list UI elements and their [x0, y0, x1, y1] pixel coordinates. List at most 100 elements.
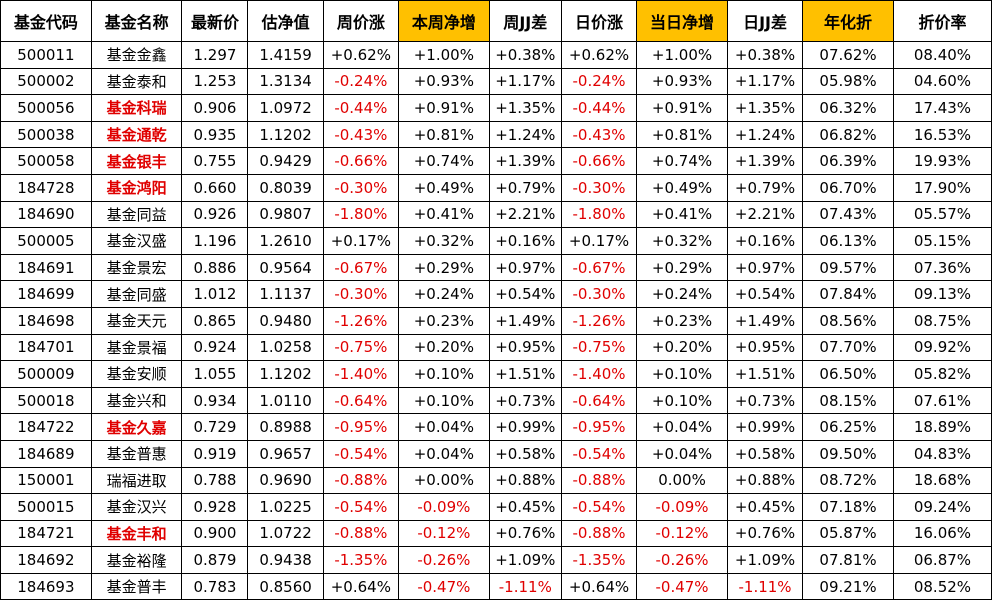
price-cell[interactable]: 1.297: [181, 41, 249, 69]
week-price-cell[interactable]: -0.44%: [322, 94, 399, 122]
code-cell[interactable]: 500038: [0, 120, 92, 149]
week-price-cell[interactable]: -0.67%: [322, 253, 399, 282]
annual-cell[interactable]: 05.87%: [802, 519, 894, 548]
day-price-cell[interactable]: +0.64%: [560, 572, 638, 601]
week-diff-cell[interactable]: +0.88%: [488, 466, 562, 495]
annual-cell[interactable]: 06.39%: [802, 147, 894, 175]
name-cell[interactable]: 基金安顺: [90, 360, 183, 388]
day-diff-cell[interactable]: +0.38%: [726, 41, 804, 69]
week-diff-cell[interactable]: +0.16%: [488, 227, 562, 255]
day-diff-cell[interactable]: +1.09%: [726, 546, 804, 574]
annual-cell[interactable]: 06.50%: [802, 360, 894, 388]
day-diff-cell[interactable]: +0.58%: [726, 439, 804, 468]
price-cell[interactable]: 0.783: [181, 572, 249, 601]
price-cell[interactable]: 0.660: [181, 173, 249, 202]
nav-cell[interactable]: 1.1202: [247, 120, 324, 149]
nav-cell[interactable]: 1.1202: [247, 360, 324, 388]
week-price-cell[interactable]: -0.43%: [322, 120, 399, 149]
name-cell[interactable]: 基金同益: [90, 200, 183, 229]
nav-cell[interactable]: 1.0110: [247, 386, 324, 415]
week-price-cell[interactable]: -0.30%: [322, 173, 399, 202]
day-price-cell[interactable]: -0.44%: [560, 94, 638, 122]
discount-cell[interactable]: 08.75%: [892, 306, 992, 335]
day-diff-cell[interactable]: +2.21%: [726, 200, 804, 229]
week-price-cell[interactable]: -0.95%: [322, 413, 399, 441]
name-cell[interactable]: 基金银丰: [90, 147, 183, 175]
week-nav-cell[interactable]: +0.74%: [397, 147, 490, 175]
discount-cell[interactable]: 07.36%: [892, 253, 992, 282]
week-diff-cell[interactable]: +0.95%: [488, 333, 562, 362]
nav-cell[interactable]: 0.9438: [247, 546, 324, 574]
nav-cell[interactable]: 1.3134: [247, 67, 324, 96]
week-nav-cell[interactable]: +0.81%: [397, 120, 490, 149]
week-nav-cell[interactable]: +0.23%: [397, 306, 490, 335]
week-nav-cell[interactable]: -0.12%: [397, 519, 490, 548]
day-diff-cell[interactable]: +1.35%: [726, 94, 804, 122]
code-cell[interactable]: 184699: [0, 280, 92, 308]
discount-cell[interactable]: 07.61%: [892, 386, 992, 415]
nav-cell[interactable]: 0.9690: [247, 466, 324, 495]
day-diff-cell[interactable]: +0.95%: [726, 333, 804, 362]
week-diff-cell[interactable]: +0.73%: [488, 386, 562, 415]
week-diff-cell[interactable]: +0.79%: [488, 173, 562, 202]
day-price-cell[interactable]: -1.26%: [560, 306, 638, 335]
annual-cell[interactable]: 07.84%: [802, 280, 894, 308]
day-price-cell[interactable]: -0.67%: [560, 253, 638, 282]
nav-cell[interactable]: 0.9657: [247, 439, 324, 468]
day-diff-cell[interactable]: +0.79%: [726, 173, 804, 202]
annual-cell[interactable]: 09.57%: [802, 253, 894, 282]
week-diff-cell[interactable]: +0.54%: [488, 280, 562, 308]
header-week-nav[interactable]: 本周净增: [397, 0, 490, 42]
price-cell[interactable]: 1.253: [181, 67, 249, 96]
discount-cell[interactable]: 05.57%: [892, 200, 992, 229]
discount-cell[interactable]: 09.24%: [892, 493, 992, 521]
header-day-nav[interactable]: 当日净增: [636, 0, 728, 42]
header-price[interactable]: 最新价: [181, 0, 249, 42]
nav-cell[interactable]: 1.0972: [247, 94, 324, 122]
price-cell[interactable]: 0.788: [181, 466, 249, 495]
discount-cell[interactable]: 18.68%: [892, 466, 992, 495]
annual-cell[interactable]: 05.98%: [802, 67, 894, 96]
code-cell[interactable]: 500056: [0, 94, 92, 122]
day-nav-cell[interactable]: +0.10%: [636, 360, 728, 388]
week-price-cell[interactable]: -0.54%: [322, 439, 399, 468]
week-diff-cell[interactable]: +0.76%: [488, 519, 562, 548]
code-cell[interactable]: 150001: [0, 466, 92, 495]
day-nav-cell[interactable]: +0.20%: [636, 333, 728, 362]
week-price-cell[interactable]: -0.88%: [322, 519, 399, 548]
annual-cell[interactable]: 06.82%: [802, 120, 894, 149]
code-cell[interactable]: 500058: [0, 147, 92, 175]
name-cell[interactable]: 基金丰和: [90, 519, 183, 548]
name-cell[interactable]: 基金科瑞: [90, 94, 183, 122]
code-cell[interactable]: 184692: [0, 546, 92, 574]
annual-cell[interactable]: 09.21%: [802, 572, 894, 601]
code-cell[interactable]: 500018: [0, 386, 92, 415]
day-nav-cell[interactable]: +1.00%: [636, 41, 728, 69]
week-price-cell[interactable]: -0.54%: [322, 493, 399, 521]
annual-cell[interactable]: 07.43%: [802, 200, 894, 229]
day-price-cell[interactable]: -0.64%: [560, 386, 638, 415]
annual-cell[interactable]: 08.56%: [802, 306, 894, 335]
nav-cell[interactable]: 1.4159: [247, 41, 324, 69]
discount-cell[interactable]: 08.40%: [892, 41, 992, 69]
week-diff-cell[interactable]: +2.21%: [488, 200, 562, 229]
day-diff-cell[interactable]: +0.73%: [726, 386, 804, 415]
annual-cell[interactable]: 08.15%: [802, 386, 894, 415]
day-price-cell[interactable]: -0.43%: [560, 120, 638, 149]
name-cell[interactable]: 基金汉兴: [90, 493, 183, 521]
discount-cell[interactable]: 04.83%: [892, 439, 992, 468]
discount-cell[interactable]: 09.13%: [892, 280, 992, 308]
day-price-cell[interactable]: -0.95%: [560, 413, 638, 441]
code-cell[interactable]: 184698: [0, 306, 92, 335]
week-diff-cell[interactable]: +1.51%: [488, 360, 562, 388]
week-price-cell[interactable]: -0.88%: [322, 466, 399, 495]
day-price-cell[interactable]: -0.54%: [560, 493, 638, 521]
code-cell[interactable]: 500005: [0, 227, 92, 255]
week-nav-cell[interactable]: +0.29%: [397, 253, 490, 282]
day-nav-cell[interactable]: +0.32%: [636, 227, 728, 255]
week-nav-cell[interactable]: +0.04%: [397, 439, 490, 468]
price-cell[interactable]: 0.919: [181, 439, 249, 468]
nav-cell[interactable]: 0.8039: [247, 173, 324, 202]
week-diff-cell[interactable]: +1.39%: [488, 147, 562, 175]
week-diff-cell[interactable]: +1.17%: [488, 67, 562, 96]
